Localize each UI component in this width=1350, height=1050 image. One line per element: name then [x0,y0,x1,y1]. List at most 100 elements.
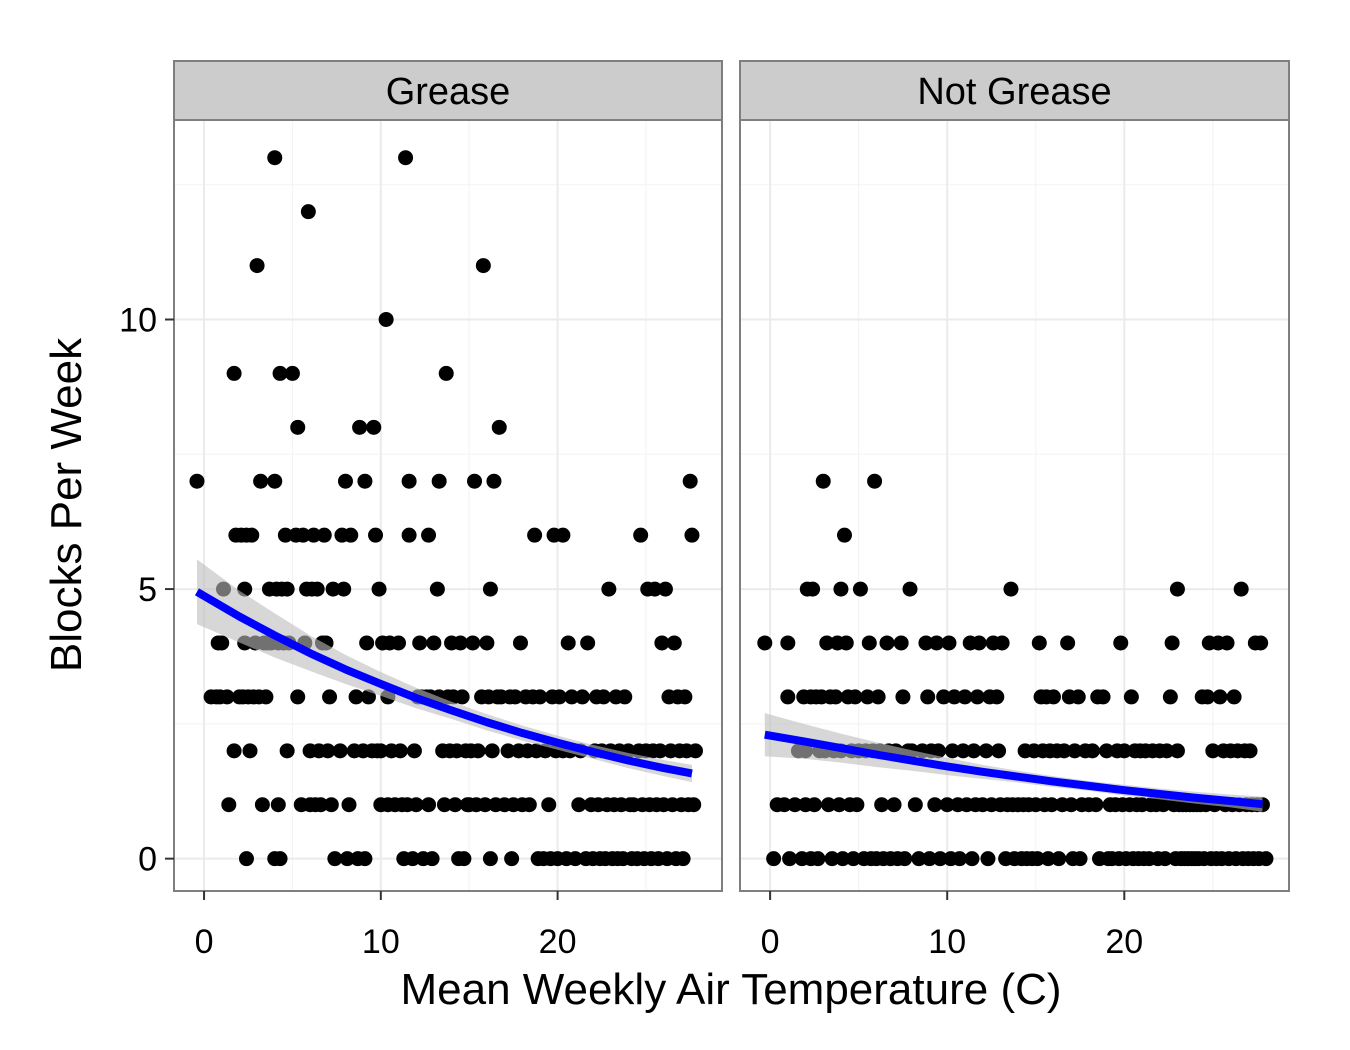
data-point [617,689,633,705]
data-point [242,743,258,759]
data-point [316,527,332,543]
plot-area [740,120,1289,891]
data-point [267,473,283,489]
data-point [406,743,422,759]
data-point [596,689,612,705]
data-point [341,797,357,813]
x-tick-label: 20 [539,923,577,961]
data-point [964,851,980,867]
data-point [1060,635,1076,651]
data-point [980,851,996,867]
data-point [306,527,322,543]
data-point [1113,635,1129,651]
data-point [482,851,498,867]
data-point [978,743,994,759]
data-point [339,851,355,867]
data-point [309,581,325,597]
data-point [684,527,700,543]
data-point [902,581,918,597]
x-tick-label: 0 [195,923,214,961]
data-point [810,851,826,867]
data-point [1045,689,1061,705]
data-point [325,581,341,597]
data-point [1070,689,1086,705]
panel-border [173,119,723,892]
data-point [284,365,300,381]
data-point [921,851,937,867]
data-point [527,527,543,543]
data-point [408,797,424,813]
data-point [470,743,486,759]
data-point [849,797,865,813]
data-point [1088,797,1104,813]
data-point [1044,797,1060,813]
data-point [911,851,927,867]
data-point [504,851,520,867]
x-tick-label: 10 [362,923,400,961]
data-point [757,635,773,651]
data-point [657,581,673,597]
data-point [267,150,283,166]
data-point [226,743,242,759]
panels: Grease 0 10 20 0 5 10 Not Grease 0 10 20 [119,60,1290,961]
data-point [421,797,437,813]
data-point [805,581,821,597]
data-point [806,797,822,813]
data-point [833,581,849,597]
data-point [780,635,796,651]
data-point [780,689,796,705]
data-point [249,258,265,274]
data-point [991,743,1007,759]
data-point [398,150,414,166]
data-point [500,743,516,759]
data-point [323,797,339,813]
data-point [486,473,502,489]
data-point [357,851,373,867]
data-point [930,743,946,759]
data-point [484,743,500,759]
data-point [686,797,702,813]
data-point [994,635,1010,651]
facet-strip-label: Not Grease [917,71,1111,113]
data-point [821,797,837,813]
data-point [337,473,353,489]
data-point [1056,743,1072,759]
data-point [295,527,311,543]
data-point [652,743,668,759]
facet-strip-label: Grease [386,71,511,113]
panel-grease: Grease 0 10 20 0 5 10 [119,60,723,961]
data-point [392,743,408,759]
data-point [401,527,417,543]
data-point [601,581,617,597]
data-point [272,851,288,867]
data-point [989,689,1005,705]
data-point [952,851,968,867]
data-point [1072,851,1088,867]
data-point [290,689,306,705]
data-point [971,635,987,651]
data-point [336,581,352,597]
data-point [677,689,693,705]
data-point [348,689,364,705]
data-point [574,689,590,705]
data-point [647,581,663,597]
data-point [254,797,270,813]
data-point [320,743,336,759]
data-point [682,473,698,489]
data-point [1095,689,1111,705]
data-point [447,797,463,813]
data-point [1031,635,1047,651]
panel-not-grease: Not Grease 0 10 20 [739,60,1290,961]
data-point [332,743,348,759]
data-point [936,689,952,705]
data-point [895,689,911,705]
data-point [421,527,437,543]
data-point [886,797,902,813]
data-point [1099,743,1115,759]
data-point [874,797,890,813]
data-point [491,419,507,435]
confidence-band [764,713,1263,812]
data-point [366,419,382,435]
data-point [401,473,417,489]
